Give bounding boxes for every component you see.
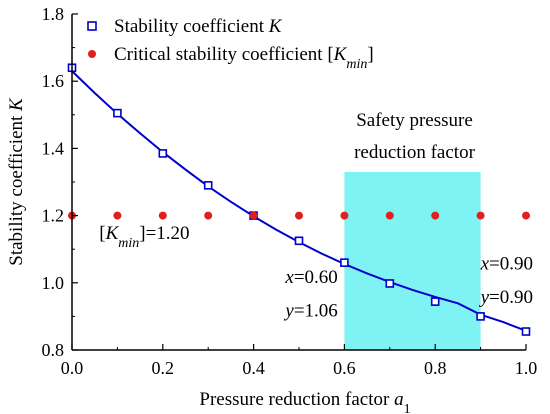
k-point-3	[203, 181, 213, 190]
y-tick-label-4: 1.6	[42, 71, 65, 91]
annotation-kmin: [Kmin]=1.20	[99, 223, 189, 251]
y-tick-label-0: 0.8	[42, 340, 65, 360]
k-point-10	[521, 327, 531, 336]
legend-marker-2	[88, 50, 96, 58]
annotation-p060x: x=0.60	[284, 267, 337, 288]
x-tick-label-0: 0.0	[61, 358, 84, 378]
annotation-p090x: x=0.90	[480, 253, 533, 274]
k-point-1	[113, 108, 122, 118]
x-tick-label-5: 1.0	[515, 358, 538, 378]
k-point-8	[430, 297, 440, 306]
k-point-5	[294, 236, 304, 246]
k-point-2	[158, 149, 168, 158]
y-axis-label: Stability coefficient K	[6, 97, 27, 266]
annotation-p060y: y=1.06	[283, 300, 337, 321]
x-axis-label: Pressure reduction factor a1	[199, 389, 410, 414]
kmin-point-5	[295, 211, 303, 220]
k-point-9	[476, 312, 485, 321]
safety-region	[344, 171, 481, 350]
kmin-point-2	[158, 211, 167, 220]
legend-marker-1	[87, 21, 97, 31]
safety-region-label-2: reduction factor	[354, 142, 475, 163]
x-tick-label-3: 0.6	[333, 358, 356, 378]
y-tick-label-1: 1.0	[42, 273, 65, 293]
kmin-point-6	[340, 211, 349, 220]
kmin-point-9	[476, 211, 485, 220]
x-tick-label-1: 0.2	[152, 358, 175, 378]
kmin-point-4	[249, 211, 258, 220]
kmin-point-8	[431, 211, 440, 220]
kmin-point-3	[204, 211, 213, 220]
safety-region-label-1: Safety pressure	[356, 110, 473, 131]
legend-label-2: Critical stability coefficient [Kmin]	[114, 44, 374, 72]
kmin-point-7	[385, 211, 394, 220]
x-tick-label-4: 0.8	[424, 358, 447, 378]
x-tick-label-2: 0.4	[242, 358, 265, 378]
y-tick-label-5: 1.8	[42, 4, 65, 24]
y-tick-label-2: 1.2	[42, 206, 65, 226]
annotation-p090y: y=0.90	[479, 287, 533, 308]
kmin-point-1	[113, 211, 122, 220]
legend-label-1: Stability coefficient K	[114, 16, 283, 37]
k-point-7	[385, 279, 395, 288]
y-tick-label-3: 1.4	[42, 138, 65, 158]
k-point-6	[340, 258, 349, 267]
kmin-point-10	[522, 211, 530, 220]
